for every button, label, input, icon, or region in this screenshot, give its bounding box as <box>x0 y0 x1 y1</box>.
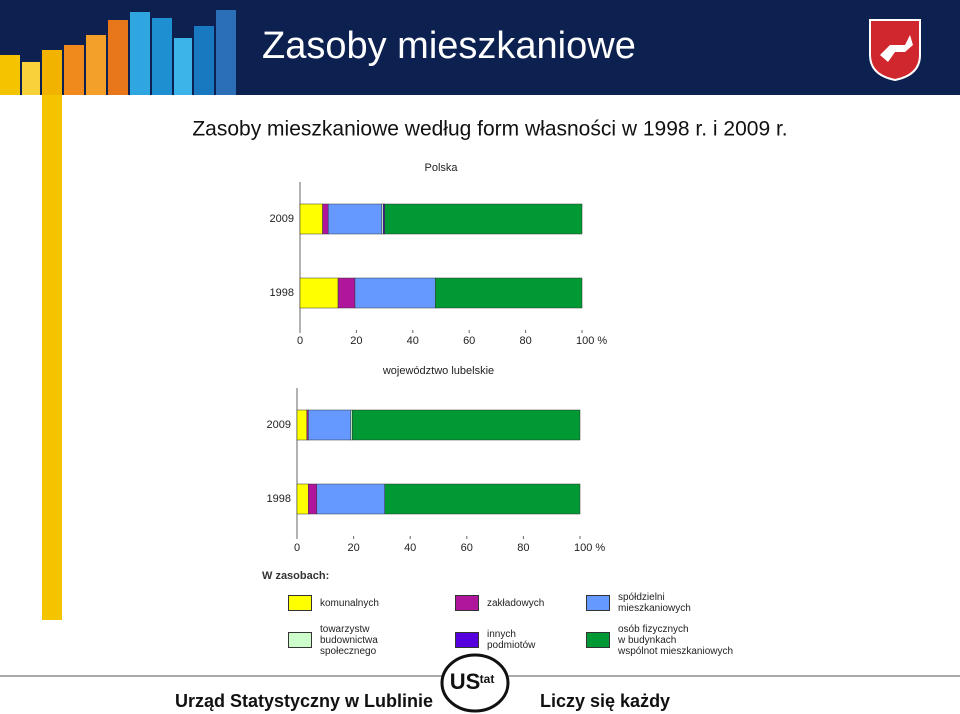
legend-item: towarzystw budownictwa społecznego <box>288 623 378 657</box>
slide-subtitle: Zasoby mieszkaniowe według form własnośc… <box>192 118 787 141</box>
bar-segment <box>337 277 356 309</box>
x-tick-label: 60 <box>463 335 475 347</box>
bar-segment <box>435 277 583 309</box>
bar-segment <box>316 483 385 515</box>
y-tick-label: 2009 <box>270 213 294 225</box>
legend-swatch <box>455 632 479 648</box>
legend-swatch <box>586 632 610 648</box>
bar-segment <box>384 483 581 515</box>
legend-label: towarzystw budownictwa społecznego <box>320 623 378 657</box>
legend-label: osób fizycznych w budynkach wspólnot mie… <box>618 623 734 657</box>
legend-swatch <box>455 595 479 611</box>
header-decoration <box>0 10 236 95</box>
x-tick-label: 80 <box>519 335 531 347</box>
x-tick-label: 100 % <box>574 542 605 554</box>
bar-segment <box>308 409 352 441</box>
logo-text: US <box>450 669 481 694</box>
legend-item: zakładowych <box>455 586 544 620</box>
chart-title: województwo lubelskie <box>382 365 494 377</box>
legend-item: komunalnych <box>288 586 379 620</box>
bar-segment <box>354 277 436 309</box>
legend-item: osób fizycznych w budynkach wspólnot mie… <box>586 623 733 657</box>
logo-sup: tat <box>480 672 495 686</box>
bar-segment <box>308 483 318 515</box>
x-tick-label: 80 <box>517 542 529 554</box>
y-tick-label: 2009 <box>267 419 291 431</box>
bar-segment <box>299 277 339 309</box>
bar-segment <box>327 203 383 235</box>
legend-label: komunalnych <box>320 597 379 609</box>
bar-segment <box>296 483 309 515</box>
x-tick-label: 0 <box>297 335 303 347</box>
legend-item: innych podmiotów <box>455 623 535 657</box>
bar-segment <box>351 409 581 441</box>
y-tick-label: 1998 <box>267 493 291 505</box>
x-tick-label: 100 % <box>576 335 607 347</box>
x-tick-label: 40 <box>404 542 416 554</box>
side-bar <box>42 95 62 620</box>
legend-swatch <box>586 595 610 611</box>
legend-label: zakładowych <box>487 597 545 609</box>
x-tick-label: 20 <box>347 542 359 554</box>
bar-segment <box>322 203 329 235</box>
legend-swatch <box>288 632 312 648</box>
bar-segment <box>384 203 583 235</box>
footer-right: Liczy się każdy <box>540 691 670 711</box>
slide-title: Zasoby mieszkaniowe <box>262 25 636 67</box>
chart-title: Polska <box>424 162 458 174</box>
x-tick-label: 40 <box>407 335 419 347</box>
footer-left: Urząd Statystyczny w Lublinie <box>175 691 433 711</box>
legend-label: spółdzielni mieszkaniowych <box>618 592 691 614</box>
x-tick-label: 20 <box>350 335 362 347</box>
y-tick-label: 1998 <box>270 287 294 299</box>
legend-item: spółdzielni mieszkaniowych <box>586 586 691 620</box>
legend-swatch <box>288 595 312 611</box>
logo-ring <box>440 653 510 713</box>
coat-deer <box>880 35 913 62</box>
bar-segment <box>299 203 323 235</box>
x-tick-label: 60 <box>461 542 473 554</box>
bar-segment <box>296 409 308 441</box>
legend-label: innych podmiotów <box>487 629 536 651</box>
legend-title: W zasobach: <box>262 570 329 582</box>
x-tick-label: 0 <box>294 542 300 554</box>
